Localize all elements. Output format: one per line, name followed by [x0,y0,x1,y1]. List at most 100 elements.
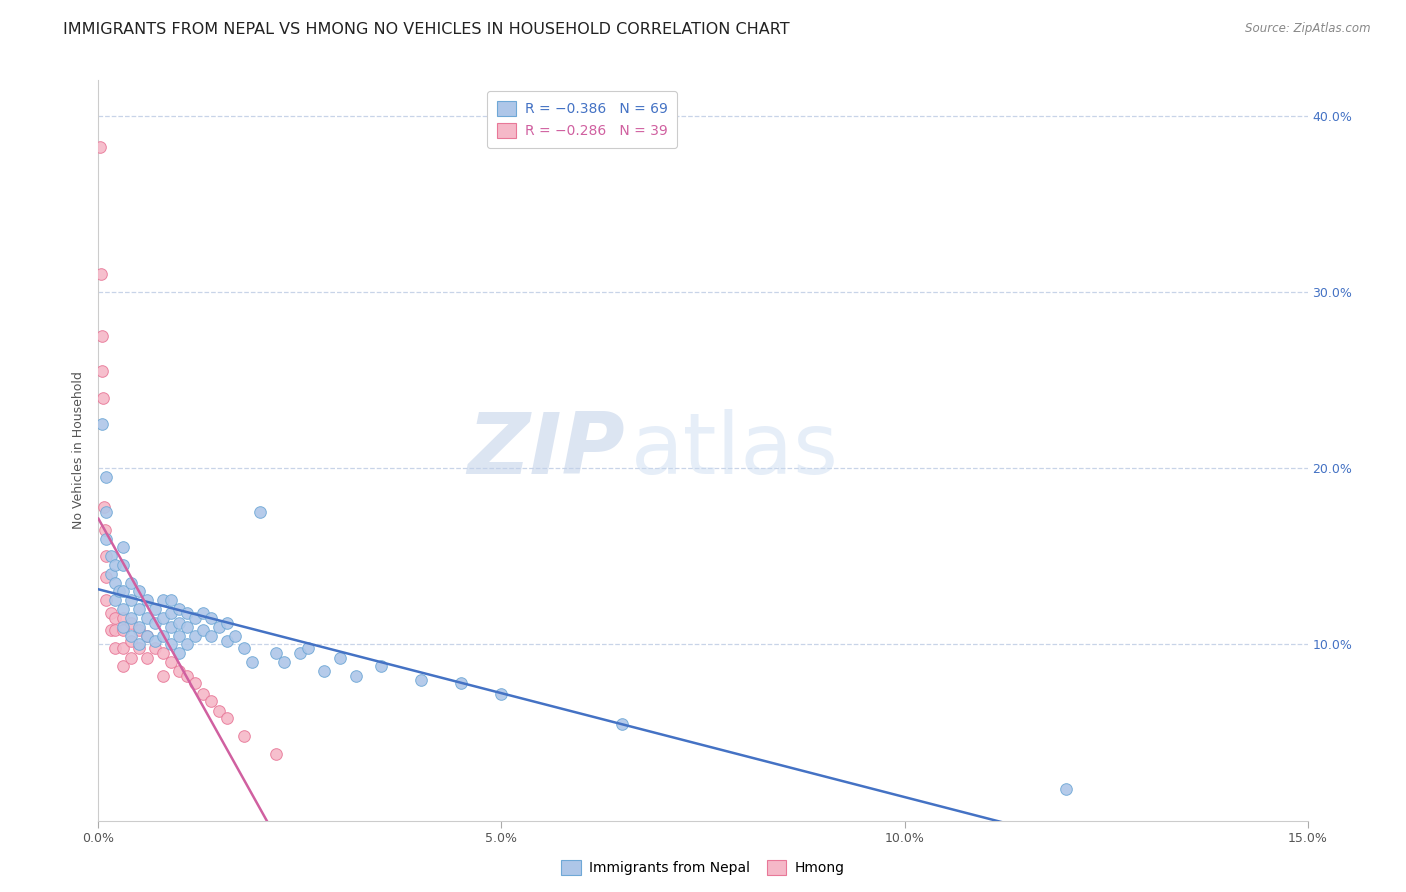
Point [200,611,222,625]
Point [96,532,118,546]
Point [184,676,207,690]
Point [96,570,118,584]
Point [111,620,134,634]
Point [135,628,157,642]
Point [314,664,336,678]
Point [193,624,215,638]
Point [103,611,125,625]
Point [135,651,157,665]
Point [90,267,112,281]
Point [111,541,134,555]
Point [111,602,134,616]
Point [450,676,472,690]
Point [96,549,118,564]
Point [152,593,174,607]
Text: Source: ZipAtlas.com: Source: ZipAtlas.com [1246,22,1371,36]
Point [120,616,142,631]
Point [176,606,198,620]
Point [160,620,183,634]
Point [103,624,125,638]
Point [370,658,392,673]
Point [128,637,150,651]
Point [200,694,222,708]
Point [100,566,122,581]
Point [103,558,125,572]
Point [224,628,246,642]
Y-axis label: No Vehicles in Household: No Vehicles in Household [72,372,86,529]
Point [217,711,239,725]
Point [135,628,157,642]
Point [184,611,207,625]
Point [152,669,174,683]
Point [200,628,222,642]
Point [111,584,134,599]
Point [193,687,215,701]
Point [94,523,117,537]
Point [143,633,166,648]
Point [107,584,129,599]
Text: atlas: atlas [630,409,838,492]
Point [409,673,432,687]
Point [217,633,239,648]
Point [1054,781,1077,796]
Point [184,628,207,642]
Text: IMMIGRANTS FROM NEPAL VS HMONG NO VEHICLES IN HOUSEHOLD CORRELATION CHART: IMMIGRANTS FROM NEPAL VS HMONG NO VEHICL… [63,22,790,37]
Point [111,558,134,572]
Point [100,624,122,638]
Point [217,616,239,631]
Point [232,640,254,655]
Point [152,611,174,625]
Point [208,704,231,718]
Point [160,593,183,607]
Point [100,549,122,564]
Point [90,329,112,343]
Point [135,593,157,607]
Point [288,646,311,660]
Point [120,593,142,607]
Point [143,602,166,616]
Point [91,391,114,405]
Point [120,651,142,665]
Point [128,584,150,599]
Text: ZIP: ZIP [467,409,624,492]
Point [120,633,142,648]
Point [111,624,134,638]
Point [111,611,134,625]
Point [612,716,634,731]
Point [128,620,150,634]
Point [91,364,114,378]
Point [96,505,118,519]
Point [120,628,142,642]
Point [111,658,134,673]
Point [176,669,198,683]
Point [152,646,174,660]
Point [344,669,367,683]
Point [111,640,134,655]
Point [167,616,190,631]
Point [167,646,190,660]
Point [128,624,150,638]
Point [240,655,263,669]
Legend: Immigrants from Nepal, Hmong: Immigrants from Nepal, Hmong [555,855,851,880]
Point [176,637,198,651]
Point [103,593,125,607]
Point [143,640,166,655]
Point [273,655,295,669]
Point [120,611,142,625]
Point [96,470,118,484]
Legend: R = −0.386   N = 69, R = −0.286   N = 39: R = −0.386 N = 69, R = −0.286 N = 39 [486,91,678,148]
Point [208,620,231,634]
Point [96,593,118,607]
Point [143,616,166,631]
Point [160,655,183,669]
Point [167,602,190,616]
Point [264,646,287,660]
Point [103,640,125,655]
Point [160,606,183,620]
Point [160,637,183,651]
Point [297,640,319,655]
Point [128,640,150,655]
Point [152,628,174,642]
Point [91,417,114,431]
Point [120,575,142,590]
